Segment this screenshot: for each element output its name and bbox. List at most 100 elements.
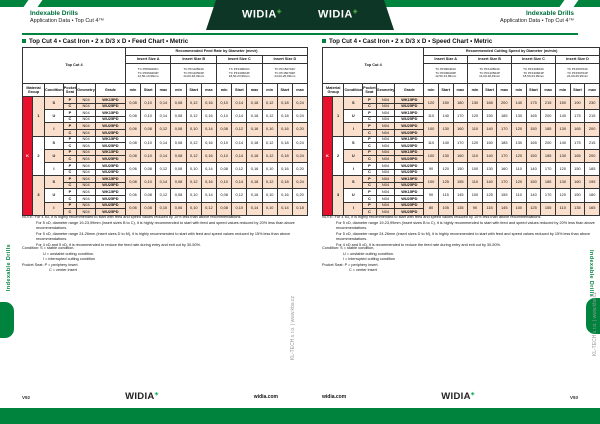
data-value-cell: 0,24 (291, 95, 309, 111)
grade-cell: WU25PD (394, 161, 425, 170)
material-group-letter-cell: K (22, 96, 33, 216)
right-page-header: Indexable Drills Application Data • Top … (500, 10, 574, 24)
geometry-cell: N04 (76, 194, 96, 203)
grade-cell: WK15PD (94, 135, 126, 144)
data-value-cell: 100 (467, 188, 483, 203)
material-subgroup-cell: 2 (331, 135, 345, 177)
data-value-cell: 140 (437, 135, 454, 150)
col-header-minmax: max (200, 83, 218, 97)
grade-cell: WK15PD (394, 96, 425, 104)
grade-cell: WU25PD (394, 194, 425, 203)
insert-size-header: Insert Size A (124, 55, 172, 64)
data-value-cell: 115 (437, 188, 454, 203)
data-value-cell: 150 (554, 95, 571, 111)
col-header-minmax: max (496, 83, 513, 97)
data-value-cell: 170 (540, 188, 556, 203)
insert-code: TC PF110504C (479, 66, 500, 71)
table-row: 2 S P N04 WK15PD 110 140 170 120 150 185 130 165 200 1… (323, 135, 600, 177)
data-value-cell: 100 (423, 148, 439, 163)
diameter-range: 12,50-13,99mm (137, 74, 159, 79)
data-value-cell: 130 (554, 122, 571, 137)
geometry-cell: N04 (76, 168, 96, 177)
col-header: Grade (394, 83, 425, 97)
data-value-cell: 170 (496, 122, 513, 137)
geometry-cell: N04 (375, 175, 396, 183)
data-value-cell: 160 (452, 122, 469, 137)
data-value-cell: 0,16 (246, 188, 263, 203)
condition-cell: U (44, 188, 64, 203)
data-value-cell: 125 (481, 188, 498, 203)
pocket-seat-cell: C (362, 115, 377, 124)
legend-line: Condition: S = stable condition. (22, 246, 75, 250)
grade-cell: WU25PD (94, 161, 126, 170)
col-header: Condition (44, 83, 64, 97)
insert-code: TC PF150704C (567, 66, 588, 71)
col-header-minmax: Start (276, 83, 293, 97)
data-value-cell: 0,14 (200, 161, 218, 177)
data-value-cell: 130 (437, 148, 454, 163)
bottom-brand-bar (0, 408, 600, 424)
data-value-cell: 0,10 (216, 109, 233, 124)
note-line: NOTE: For 4 xD, it is highly recommended… (22, 215, 242, 219)
left-edge-section-label: Indexable Drills (6, 244, 12, 292)
data-value-cell: 185 (584, 161, 600, 177)
grade-cell: WU25PD (394, 208, 425, 216)
table-row: C N04 WU25PD (23, 142, 308, 150)
col-header-minmax: min (216, 83, 233, 97)
data-value-cell: 120 (467, 135, 483, 150)
pocket-seat-cell: P (362, 161, 377, 170)
data-value-cell: 0,20 (291, 122, 309, 137)
data-value-cell: 0,14 (155, 148, 172, 163)
geometry-cell: N04 (76, 155, 96, 163)
data-value-cell: 150 (437, 95, 454, 111)
pocket-seat-cell: P (62, 109, 78, 117)
condition-cell: U (44, 109, 64, 124)
diameter-range: 18,50-23,99mm (228, 74, 250, 79)
data-value-cell: 165 (569, 148, 586, 163)
pocket-seat-cell: C (62, 102, 78, 111)
data-value-cell: 120 (554, 161, 571, 177)
data-value-cell: 0,12 (261, 175, 278, 190)
data-value-cell: 0,08 (170, 161, 187, 177)
data-value-cell: 0,08 (140, 188, 157, 203)
pocket-seat-cell: C (362, 128, 377, 137)
condition-cell: S (44, 95, 64, 111)
feed-chart-table: Top Cut 4 Recommended Feed Rate by Diamet… (22, 47, 309, 216)
material-subgroup-cell: 1 (32, 96, 45, 137)
col-header-minmax: max (584, 83, 600, 97)
data-value-cell: 0,18 (276, 109, 293, 124)
data-value-cell: 150 (481, 135, 498, 150)
data-value-cell: 150 (481, 109, 498, 124)
data-value-cell: 155 (540, 201, 556, 216)
data-value-cell: 0,10 (155, 201, 172, 216)
page-title: Indexable Drills (30, 10, 79, 17)
geometry-cell: N04 (76, 122, 96, 130)
grade-cell: WK15PD (94, 96, 126, 104)
grade-cell: WU25PD (394, 122, 425, 130)
data-value-cell: 0,18 (246, 148, 263, 163)
condition-cell: I (343, 201, 364, 216)
widia-logo: WIDIA◈ (241, 8, 282, 21)
condition-cell: S (44, 135, 64, 150)
data-value-cell: 0,10 (140, 109, 157, 124)
data-value-cell: 0,10 (140, 175, 157, 190)
data-value-cell: 150 (452, 161, 469, 177)
data-value-cell: 0,16 (200, 175, 218, 190)
grade-cell: WU25PD (94, 168, 126, 177)
grade-cell: WU25PD (94, 181, 126, 190)
diameter-range: 18,50-23,99mm (523, 74, 545, 79)
data-value-cell: 0,10 (231, 201, 248, 216)
grade-cell: WU25PD (94, 208, 126, 216)
data-value-cell: 0,08 (170, 109, 187, 124)
data-value-cell: 0,14 (246, 201, 263, 216)
condition-cell: I (44, 201, 64, 216)
col-header-minmax: min (423, 83, 439, 97)
data-value-cell: 185 (540, 122, 556, 137)
bullet-square-icon (22, 39, 26, 43)
data-value-cell: 140 (554, 135, 571, 150)
data-value-cell: 135 (569, 201, 586, 216)
table-corner-label: Top Cut 4 (22, 47, 126, 84)
table-row: C N04 WU25PD (323, 208, 600, 216)
table-row: 2 S P N04 WK15PD 0,08 0,10 0,14 0,08 0,12 0,16 0,10… (23, 135, 309, 177)
geometry-cell: N04 (375, 96, 396, 104)
